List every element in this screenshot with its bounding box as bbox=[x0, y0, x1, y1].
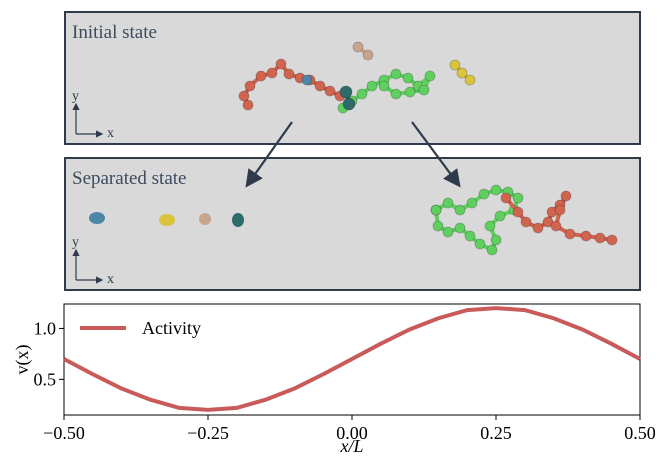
blob bbox=[89, 212, 105, 224]
blob bbox=[159, 214, 175, 226]
bead bbox=[390, 88, 402, 100]
bead bbox=[378, 80, 390, 92]
x-tick-label: 0.50 bbox=[624, 423, 656, 443]
bead bbox=[266, 67, 278, 79]
bead bbox=[486, 244, 498, 256]
bead bbox=[490, 184, 502, 196]
panel-initial: Initial state y x bbox=[64, 11, 641, 145]
bead bbox=[594, 232, 606, 244]
bead bbox=[454, 204, 466, 216]
bead bbox=[283, 68, 295, 80]
bead bbox=[418, 84, 430, 96]
bead bbox=[464, 230, 476, 242]
bead bbox=[238, 90, 250, 102]
legend-label: Activity bbox=[142, 318, 201, 338]
bead bbox=[356, 88, 368, 100]
bead bbox=[532, 222, 544, 234]
arrow bbox=[245, 121, 293, 188]
bead bbox=[512, 206, 524, 218]
bead bbox=[512, 192, 524, 204]
bead bbox=[404, 86, 416, 98]
blob bbox=[199, 213, 211, 225]
bead bbox=[454, 222, 466, 234]
bead bbox=[402, 72, 414, 84]
bead bbox=[550, 220, 562, 232]
bead bbox=[390, 68, 402, 80]
bead bbox=[466, 197, 478, 209]
axis-letter: y bbox=[72, 235, 79, 250]
bead bbox=[554, 204, 566, 216]
bead bbox=[430, 204, 442, 216]
bead bbox=[500, 192, 512, 204]
bead bbox=[314, 80, 326, 92]
plot: −0.50 −0.25 0.00 0.25 0.50 0.5 1.0 x/L v(x) Activ… bbox=[12, 303, 656, 456]
bead bbox=[490, 234, 502, 246]
bead bbox=[494, 210, 506, 222]
bead bbox=[478, 188, 490, 200]
bead bbox=[324, 85, 336, 97]
axis-letter: y bbox=[72, 89, 79, 104]
bead bbox=[242, 99, 254, 111]
x-tick-label: −0.50 bbox=[43, 423, 85, 443]
x-tick-label: 0.00 bbox=[336, 423, 368, 443]
panel-title: Initial state bbox=[72, 22, 157, 43]
bead bbox=[474, 238, 486, 250]
x-axis-label: x/L bbox=[339, 436, 363, 456]
axis-letter: x bbox=[107, 126, 114, 141]
line-series bbox=[63, 306, 641, 412]
bead bbox=[606, 234, 618, 246]
bead bbox=[464, 74, 476, 86]
bead bbox=[432, 220, 444, 232]
bead bbox=[244, 80, 256, 92]
bead bbox=[424, 70, 436, 82]
y-tick-label: 1.0 bbox=[34, 318, 57, 338]
bead bbox=[301, 74, 313, 86]
bead bbox=[484, 220, 496, 232]
bead bbox=[255, 70, 267, 82]
panel-frame bbox=[64, 11, 641, 145]
bead bbox=[564, 228, 576, 240]
y-axis-label: v(x) bbox=[12, 345, 33, 375]
bead bbox=[520, 216, 532, 228]
bead bbox=[442, 197, 454, 209]
arrow bbox=[411, 121, 461, 188]
bead bbox=[442, 226, 454, 238]
blob bbox=[232, 213, 244, 227]
bead bbox=[560, 190, 572, 202]
bead bbox=[342, 97, 356, 111]
bead bbox=[275, 58, 287, 70]
axis-letter: x bbox=[107, 272, 114, 287]
bead bbox=[362, 49, 374, 61]
bead bbox=[339, 85, 353, 99]
bead bbox=[456, 67, 468, 79]
bead bbox=[352, 41, 364, 53]
panel-title: Separated state bbox=[72, 168, 186, 189]
y-tick-label: 0.5 bbox=[34, 369, 57, 389]
panel-separated: Separated state y x bbox=[64, 157, 641, 291]
bead bbox=[449, 59, 461, 71]
x-tick-label: 0.25 bbox=[480, 423, 512, 443]
bead bbox=[580, 230, 592, 242]
x-tick-label: −0.25 bbox=[187, 423, 229, 443]
bead bbox=[366, 80, 378, 92]
